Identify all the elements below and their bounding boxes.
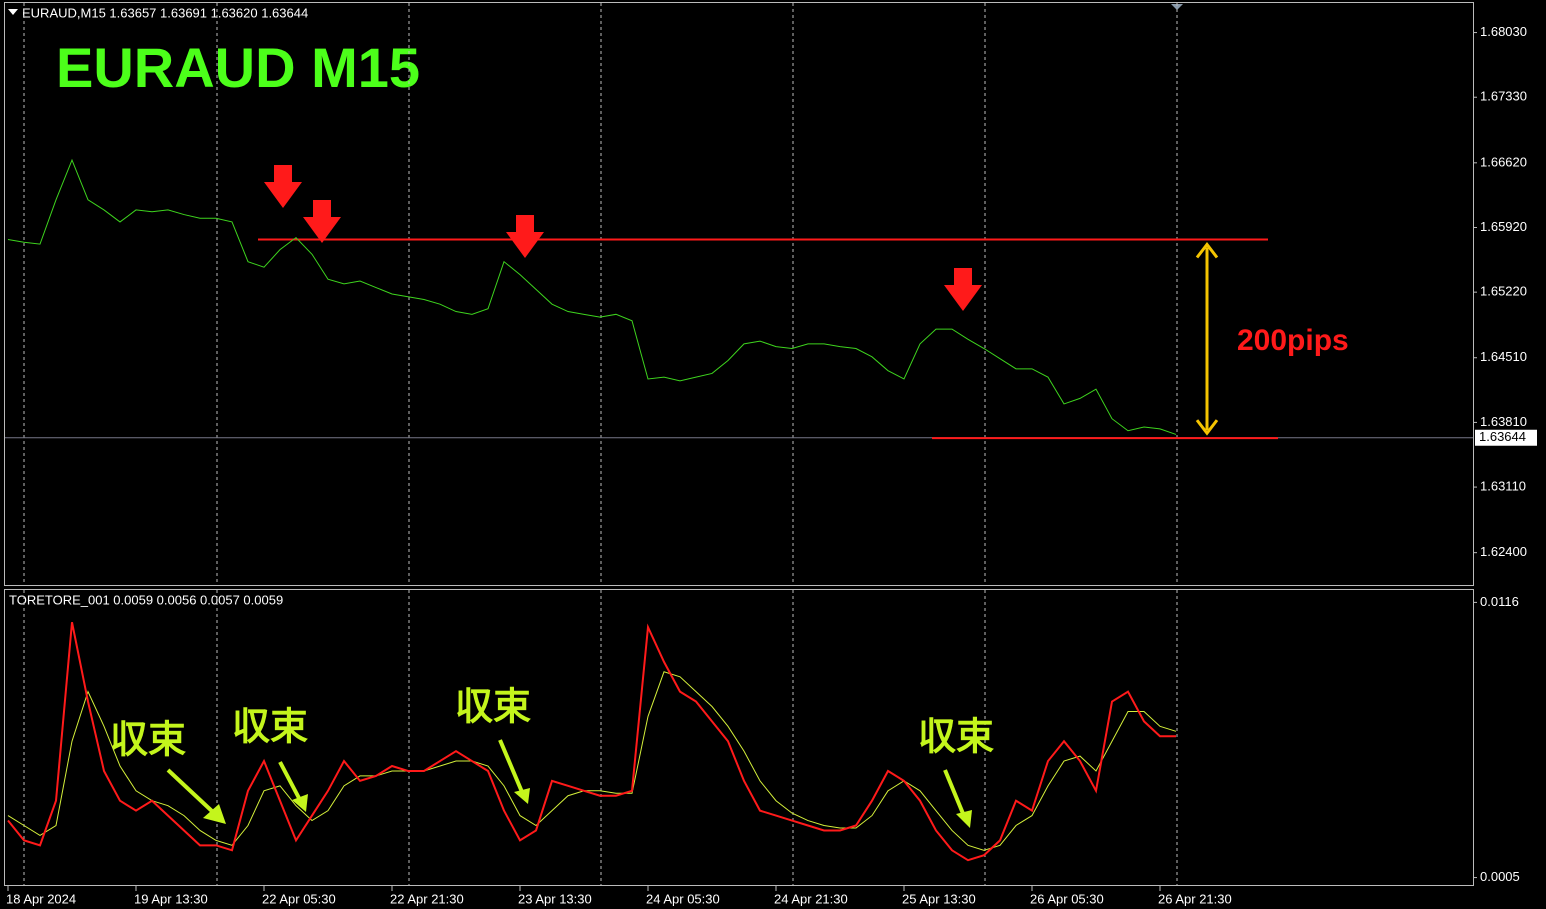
arrow-head <box>203 804 226 824</box>
indicator-panel <box>4 589 1474 886</box>
shift-marker <box>1171 4 1183 10</box>
x-tick-label: 25 Apr 13:30 <box>902 891 976 906</box>
y-tick-label: 1.66620 <box>1480 154 1527 169</box>
pointer-arrow <box>498 739 524 793</box>
data-line <box>7 671 1177 851</box>
arrow-head <box>514 788 530 804</box>
y-tick-label: 1.64510 <box>1480 349 1527 364</box>
current-price-label: 1.63644 <box>1479 429 1526 444</box>
big-title: EURAUD M15 <box>56 36 420 99</box>
down-arrows <box>264 165 982 311</box>
y-tick-label: 1.63110 <box>1480 479 1526 494</box>
y-tick-label: 0.0005 <box>1480 869 1520 884</box>
down-arrow <box>303 200 341 243</box>
y-tick-label: 1.67330 <box>1480 89 1527 104</box>
x-tick-label: 26 Apr 05:30 <box>1030 891 1104 906</box>
down-arrow <box>944 268 982 311</box>
down-arrow <box>506 215 544 258</box>
convergence-label: 収束 <box>110 718 186 762</box>
pips-annotation: 200pips <box>1237 324 1349 357</box>
x-tick-label: 22 Apr 05:30 <box>262 891 336 906</box>
x-tick-label: 26 Apr 21:30 <box>1158 891 1232 906</box>
price-panel <box>4 2 1474 586</box>
convergence-label: 収束 <box>918 715 994 759</box>
data-line <box>7 158 1177 435</box>
data-line <box>7 622 1176 862</box>
x-tick-label: 23 Apr 13:30 <box>518 891 592 906</box>
x-tick-label: 19 Apr 13:30 <box>134 891 208 906</box>
pointer-heads <box>203 788 972 828</box>
pointer-arrow <box>278 761 302 801</box>
x-tick-label: 22 Apr 21:30 <box>390 891 464 906</box>
y-tick-label: 1.68030 <box>1480 24 1527 39</box>
range-arrow-head <box>1195 242 1219 259</box>
range-arrow-head <box>1195 419 1219 436</box>
down-arrow <box>264 165 302 208</box>
symbol-header: EURAUD,M15 1.63657 1.63691 1.63620 1.636… <box>22 5 308 20</box>
pointer-arrow <box>943 769 966 817</box>
arrow-head <box>956 810 972 828</box>
x-tick-label: 24 Apr 05:30 <box>646 891 720 906</box>
x-tick-label: 24 Apr 21:30 <box>774 891 848 906</box>
y-tick-label: 1.62400 <box>1480 544 1527 559</box>
menu-triangle[interactable] <box>8 9 18 15</box>
arrow-head <box>292 794 308 812</box>
convergence-label: 収束 <box>232 705 308 749</box>
indicator-header: TORETORE_001 0.0059 0.0056 0.0057 0.0059 <box>9 592 283 607</box>
pointer-arrows <box>166 739 966 817</box>
x-tick-label: 18 Apr 2024 <box>6 891 76 906</box>
y-tick-label: 1.63810 <box>1480 414 1527 429</box>
convergence-label: 収束 <box>455 685 531 729</box>
current-price-box <box>1475 429 1537 446</box>
pointer-arrow <box>166 768 216 815</box>
y-tick-label: 1.65920 <box>1480 219 1527 234</box>
y-tick-label: 1.65220 <box>1480 284 1527 299</box>
y-tick-label: 0.0116 <box>1480 594 1519 609</box>
